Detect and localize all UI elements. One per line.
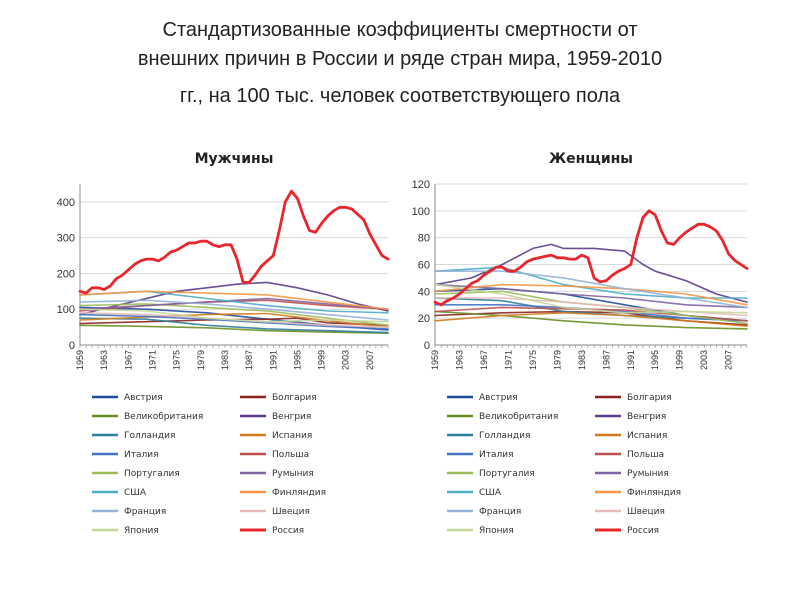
y-tick-label: 0 (69, 340, 75, 352)
x-tick-label: 1987 (601, 350, 611, 370)
legend-label: Польша (627, 450, 664, 460)
series-line-4 (79, 281, 389, 316)
series-line-3 (434, 310, 748, 330)
legend-label: Япония (124, 526, 159, 536)
legend-label: Швеция (627, 507, 665, 517)
x-tick-label: 2007 (724, 350, 734, 370)
x-tick-label: 1991 (268, 350, 278, 370)
series-line-6 (79, 312, 389, 328)
legend-label: Румыния (272, 469, 314, 479)
legend-label: Финляндия (272, 488, 326, 498)
x-tick-label: 1991 (626, 350, 636, 370)
series-line-15 (434, 283, 748, 314)
x-tick-label: 1995 (292, 350, 302, 370)
legend-label: Италия (479, 450, 514, 460)
legend-label: Польша (272, 450, 309, 460)
x-tick-label: 1995 (650, 350, 660, 370)
legend-label: Венгрия (627, 412, 666, 422)
x-tick-label: 1963 (99, 350, 109, 370)
legend-label: Голландия (479, 431, 530, 441)
series-line-7 (79, 313, 389, 330)
legend-label: Болгария (272, 393, 317, 403)
legend-label: Франция (124, 507, 166, 517)
x-tick-label: 1967 (479, 350, 489, 370)
y-tick-label: 200 (57, 268, 75, 280)
x-tick-label: 1967 (123, 350, 133, 370)
y-tick-label: 400 (57, 197, 75, 209)
x-tick-label: 1963 (454, 350, 464, 370)
series-line-13 (79, 299, 389, 321)
y-tick-label: 40 (418, 286, 430, 298)
x-tick-label: 1983 (220, 350, 230, 370)
series-line-12 (434, 283, 748, 306)
y-tick-label: 300 (57, 233, 75, 245)
chart-men: Мужчины 0 100 200 300 400 1959 1963 1967 1971 1975… (57, 151, 390, 536)
series-line-10 (434, 283, 748, 309)
legend-label: Испания (272, 431, 312, 441)
series-line-12 (79, 290, 389, 310)
chart-women: Женщины 0 20 40 60 80 100 120 1959 1963 1967 1971 19… (412, 151, 749, 536)
series-line-4 (434, 243, 748, 303)
legend-label: США (124, 488, 147, 498)
series-line-5 (79, 317, 389, 334)
legend-label: Япония (479, 526, 514, 536)
legend-label: США (479, 488, 502, 498)
legend-label: Россия (627, 526, 659, 536)
series-line-6 (434, 312, 748, 327)
legend-label: Португалия (479, 469, 535, 479)
legend-label: Австрия (124, 393, 163, 403)
legend-label: Румыния (627, 469, 669, 479)
legend-label: Швеция (272, 507, 310, 517)
x-tick-label: 2007 (365, 350, 375, 370)
x-tick-label: 1959 (430, 350, 440, 370)
x-tick-label: 2003 (699, 350, 709, 370)
x-tick-label: 1975 (528, 350, 538, 370)
legend-label: Франция (479, 507, 521, 517)
x-tick-label: 1971 (503, 350, 513, 370)
y-tick-label: 120 (412, 179, 430, 191)
x-tick-label: 1999 (675, 350, 685, 370)
y-tick-label: 100 (412, 206, 430, 218)
chart-title: Женщины (549, 151, 633, 167)
x-tick-label: 1975 (172, 350, 182, 370)
legend-label: Финляндия (627, 488, 681, 498)
legend-label: Португалия (124, 469, 180, 479)
y-tick-label: 60 (418, 260, 430, 272)
series-line-15 (79, 308, 389, 323)
y-tick-label: 80 (418, 233, 430, 245)
x-tick-label: 1979 (196, 350, 206, 370)
y-tick-label: 20 (418, 313, 430, 325)
legend-label: Великобритания (479, 412, 558, 422)
title-line-2: внешних причин в России и ряде стран мир… (137, 48, 663, 70)
chart-title: Мужчины (195, 151, 274, 167)
title-line-3: гг., на 100 тыс. человек соответствующег… (179, 85, 621, 107)
series-line-3 (79, 324, 389, 334)
x-tick-label: 1971 (147, 350, 157, 370)
x-tick-label: 1999 (317, 350, 327, 370)
series-line-16 (78, 189, 390, 295)
legend-label: Россия (272, 526, 304, 536)
legend-label: Голландия (124, 431, 175, 441)
x-tick-label: 1979 (552, 350, 562, 370)
x-tick-label: 2003 (341, 350, 351, 370)
series-line-10 (79, 297, 389, 310)
page-title: Стандартизованные коэффициенты смертност… (40, 16, 760, 111)
legend-label: Венгрия (272, 412, 311, 422)
legend-label: Испания (627, 431, 667, 441)
x-tick-label: 1987 (244, 350, 254, 370)
y-tick-label: 100 (57, 304, 75, 316)
legend-label: Австрия (479, 393, 518, 403)
legend-label: Великобритания (124, 412, 203, 422)
x-tick-label: 1959 (75, 350, 85, 370)
series-line-11 (434, 266, 748, 299)
series-line-16 (433, 209, 749, 307)
y-tick-label: 0 (424, 340, 430, 352)
legend-label: Болгария (627, 393, 672, 403)
title-line-1: Стандартизованные коэффициенты смертност… (162, 19, 638, 41)
series-line-2 (79, 317, 389, 327)
series-line-9 (79, 303, 389, 327)
x-tick-label: 1983 (577, 350, 587, 370)
legend-label: Италия (124, 450, 159, 460)
